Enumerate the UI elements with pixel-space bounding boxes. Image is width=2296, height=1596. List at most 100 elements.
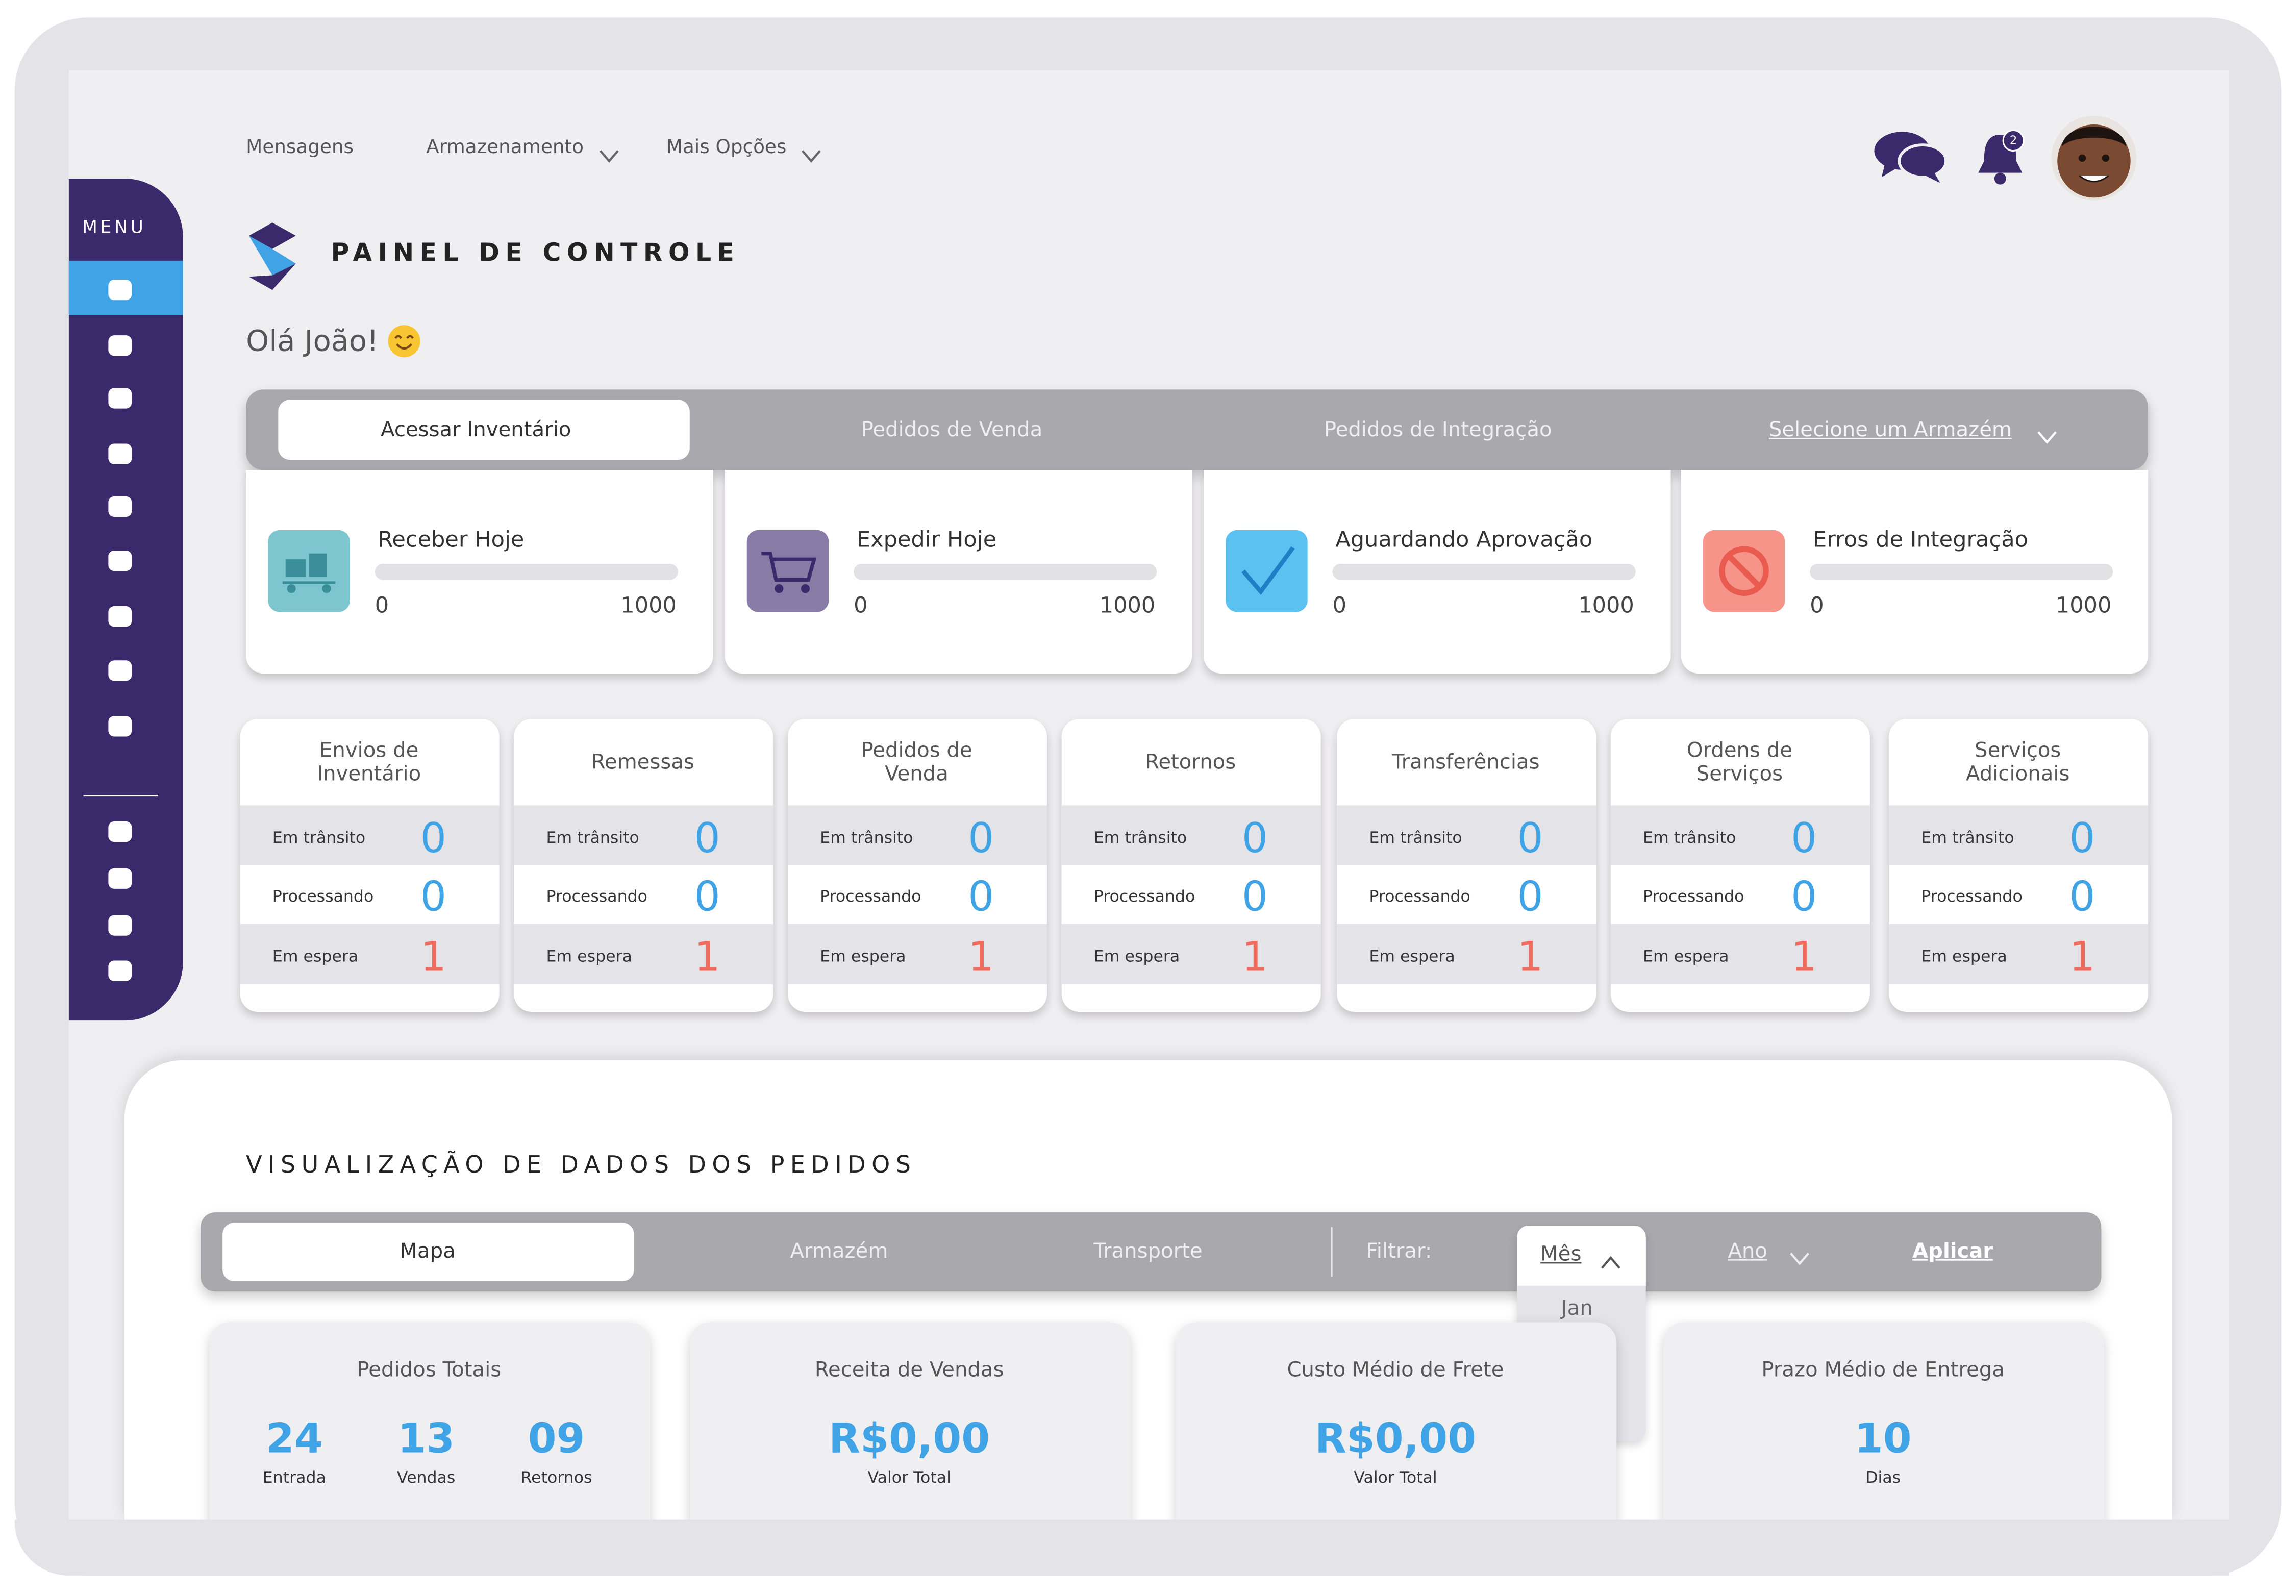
tab[interactable]: Pedidos de Venda: [861, 418, 1043, 442]
sidebar-icon[interactable]: [106, 332, 135, 359]
nav-item[interactable]: Mensagens: [246, 137, 354, 159]
status-row-label: Em espera: [272, 946, 359, 965]
kpi-label: Entrada: [262, 1468, 326, 1487]
status-row-label: Em espera: [1643, 946, 1729, 965]
status-row-value: 0: [1791, 813, 1817, 862]
kpi-card: [689, 1322, 1131, 1542]
chevron: [1789, 1244, 1810, 1265]
tab-active[interactable]: [278, 400, 690, 460]
status-row-value: 0: [1791, 872, 1817, 921]
sidebar-icon[interactable]: [106, 493, 135, 520]
status-row: [1610, 865, 1870, 924]
summary-max: 1000: [620, 592, 677, 619]
kpi-label: Valor Total: [1354, 1468, 1437, 1487]
status-row-label: Processando: [1921, 887, 2023, 906]
sidebar-icon[interactable]: [106, 912, 135, 939]
status-row-value: 1: [694, 932, 720, 980]
avatar: [2050, 114, 2138, 202]
sidebar-icon[interactable]: [106, 277, 135, 303]
year-select[interactable]: Ano: [1728, 1240, 1768, 1264]
sidebar-icon-svg: [108, 915, 132, 936]
chat-icon: [1873, 129, 1949, 185]
sidebar-icon[interactable]: [106, 865, 135, 892]
summary-label: Erros de Integração: [1812, 526, 2028, 553]
summary-icon: [1703, 530, 1785, 612]
chevron-svg: [1790, 1253, 1809, 1265]
sidebar-icon-svg: [108, 606, 132, 627]
sidebar-icon-svg: [108, 388, 132, 409]
sidebar-icon[interactable]: [106, 713, 135, 740]
status-card: [240, 719, 500, 1012]
status-row-value: 0: [420, 872, 447, 921]
view-tab[interactable]: Transporte: [1093, 1240, 1203, 1264]
status-row-label: Em trânsito: [1921, 827, 2014, 847]
summary-icon-svg: [746, 530, 829, 612]
view-tab[interactable]: Armazém: [790, 1240, 888, 1264]
status-row: [788, 805, 1047, 865]
bell-icon-svg: [1978, 129, 2025, 185]
status-row-label: Processando: [272, 887, 374, 906]
month-option[interactable]: Jan: [1561, 1297, 1593, 1321]
status-row-value: 0: [1517, 872, 1543, 921]
summary-max: 1000: [1099, 592, 1156, 619]
kpi-value: 24: [265, 1414, 323, 1463]
sidebar-icon[interactable]: [106, 958, 135, 984]
sidebar-divider: [83, 795, 158, 797]
view-tab-active[interactable]: [222, 1223, 634, 1281]
status-row-label: Em espera: [546, 946, 632, 965]
warehouse-select[interactable]: Selecione um Armazém: [1768, 418, 2012, 442]
sidebar-icon[interactable]: [106, 385, 135, 412]
kpi-value: 09: [528, 1414, 585, 1463]
sidebar-icon[interactable]: [106, 818, 135, 845]
summary-label: Receber Hoje: [378, 526, 525, 553]
view-tab[interactable]: Mapa: [400, 1240, 456, 1264]
status-row: [240, 805, 500, 865]
summary-max: 1000: [1578, 592, 1634, 619]
sidebar-icon-svg: [108, 660, 132, 681]
status-row-label: Processando: [1643, 887, 1744, 906]
month-select[interactable]: Mês: [1540, 1243, 1582, 1267]
kpi-card: [1176, 1322, 1617, 1542]
status-row: [1610, 805, 1870, 865]
kpi-title: Prazo Médio de Entrega: [1761, 1358, 2005, 1382]
status-row-value: 0: [694, 872, 720, 921]
status-row-label: Processando: [546, 887, 647, 906]
tab[interactable]: Acessar Inventário: [381, 418, 571, 442]
month-dropdown-head[interactable]: [1517, 1225, 1646, 1286]
chevron: [801, 142, 821, 163]
status-row-label: Em espera: [1369, 946, 1455, 965]
kpi-value: 10: [1854, 1414, 1912, 1463]
kpi-title: Receita de Vendas: [814, 1358, 1004, 1382]
sidebar-icon-svg: [108, 960, 132, 981]
chevron-svg: [2037, 431, 2057, 444]
summary-icon-svg: [1226, 530, 1308, 612]
emoji-svg: [388, 325, 420, 358]
status-row: [1889, 865, 2149, 924]
progress-bar: [1810, 563, 2113, 580]
chevron-svg: [802, 150, 821, 163]
status-title: Serviços Adicionais: [1965, 739, 2070, 787]
status-row-value: 1: [968, 932, 994, 980]
status-title: Remessas: [591, 751, 694, 775]
apply-button[interactable]: Aplicar: [1912, 1240, 1993, 1264]
status-row: [788, 924, 1047, 984]
tab[interactable]: Pedidos de Integração: [1324, 418, 1552, 442]
kpi-label: Vendas: [396, 1468, 456, 1487]
page-title: PAINEL DE CONTROLE: [331, 239, 740, 268]
status-title: Ordens de Serviços: [1686, 739, 1792, 787]
status-row-label: Em trânsito: [1369, 827, 1462, 847]
summary-icon: [746, 530, 829, 612]
sidebar-icon[interactable]: [106, 603, 135, 630]
status-row-label: Processando: [1093, 887, 1195, 906]
status-row-label: Processando: [820, 887, 921, 906]
status-row: [514, 924, 773, 984]
status-title: Envios de Inventário: [317, 739, 421, 787]
status-row-label: Em espera: [820, 946, 906, 965]
nav-item[interactable]: Armazenamento: [426, 137, 584, 159]
status-row-label: Em espera: [1921, 946, 2007, 965]
sidebar-icon[interactable]: [106, 657, 135, 684]
sidebar-icon[interactable]: [106, 547, 135, 574]
sidebar-icon[interactable]: [106, 441, 135, 467]
nav-item[interactable]: Mais Opções: [666, 137, 787, 159]
sidebar-icon-svg: [108, 868, 132, 889]
